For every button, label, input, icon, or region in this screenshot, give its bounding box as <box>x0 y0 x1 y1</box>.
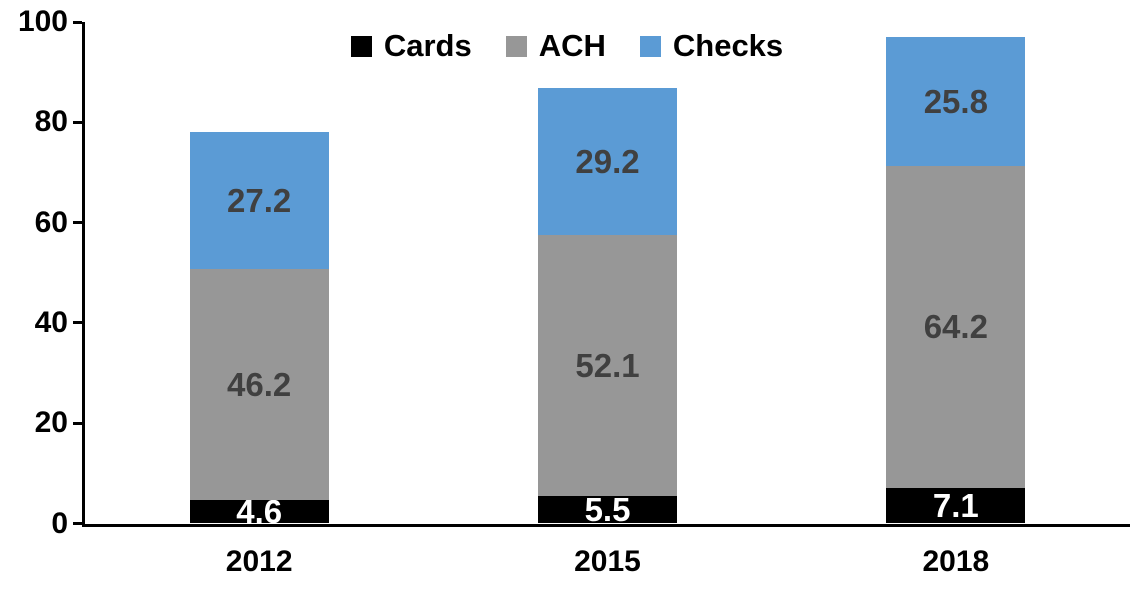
x-category-label-2015: 2015 <box>574 545 641 578</box>
legend-item-ach: ACH <box>505 28 606 63</box>
legend-label: Cards <box>383 28 472 63</box>
y-axis-tick-label: 100 <box>17 5 68 38</box>
x-axis-line <box>82 523 1130 527</box>
bar-segment-checks-2018: 25.8 <box>886 36 1026 166</box>
bar-segment-cards-2018: 7.1 <box>886 487 1026 525</box>
bar-value-label: 27.2 <box>227 182 292 220</box>
bar-segment-checks-2012: 27.2 <box>189 132 329 269</box>
y-axis-tick <box>73 221 82 225</box>
bar-segment-cards-2012: 4.6 <box>189 495 329 528</box>
bar-segment-ach-2018: 64.2 <box>886 165 1026 488</box>
y-axis-tick <box>73 120 82 124</box>
legend-label: ACH <box>538 28 606 63</box>
y-axis-tick-label: 20 <box>34 406 68 440</box>
y-axis-tick <box>73 20 82 24</box>
y-axis-tick-label: 80 <box>34 105 68 139</box>
x-category-label-2012: 2012 <box>225 545 293 578</box>
legend-item-checks: Checks <box>639 28 784 63</box>
y-axis-tick-label: 0 <box>51 506 68 540</box>
bar-value-label: 52.1 <box>575 346 640 384</box>
legend-label: Checks <box>672 28 784 63</box>
legend-swatch-icon <box>350 35 372 57</box>
bar-value-label: 25.8 <box>923 82 988 120</box>
y-axis-tick-label: 60 <box>34 205 68 239</box>
bar-segment-cards-2015: 5.5 <box>538 491 677 529</box>
legend-swatch-icon <box>505 35 527 57</box>
bar-value-label: 5.5 <box>584 491 631 529</box>
bar-value-label: 4.6 <box>236 493 283 531</box>
bar-value-label: 29.2 <box>575 142 640 180</box>
bar-value-label: 7.1 <box>932 487 979 525</box>
bar-segment-ach-2012: 46.2 <box>189 268 329 501</box>
y-axis-tick <box>73 421 82 425</box>
y-axis-tick <box>73 522 82 525</box>
y-axis-tick <box>73 321 82 325</box>
bar-value-label: 64.2 <box>923 308 988 346</box>
bar-segment-ach-2015: 52.1 <box>538 234 677 496</box>
legend-swatch-icon <box>639 35 661 57</box>
x-category-label-2018: 2018 <box>922 545 990 578</box>
chart-legend: Cards ACH Checks <box>0 29 1134 63</box>
y-axis-tick-label: 40 <box>34 305 68 339</box>
bar-segment-checks-2015: 29.2 <box>538 88 677 235</box>
legend-item-cards: Cards <box>350 28 472 63</box>
bar-value-label: 46.2 <box>227 366 292 404</box>
y-axis-line <box>82 22 85 527</box>
